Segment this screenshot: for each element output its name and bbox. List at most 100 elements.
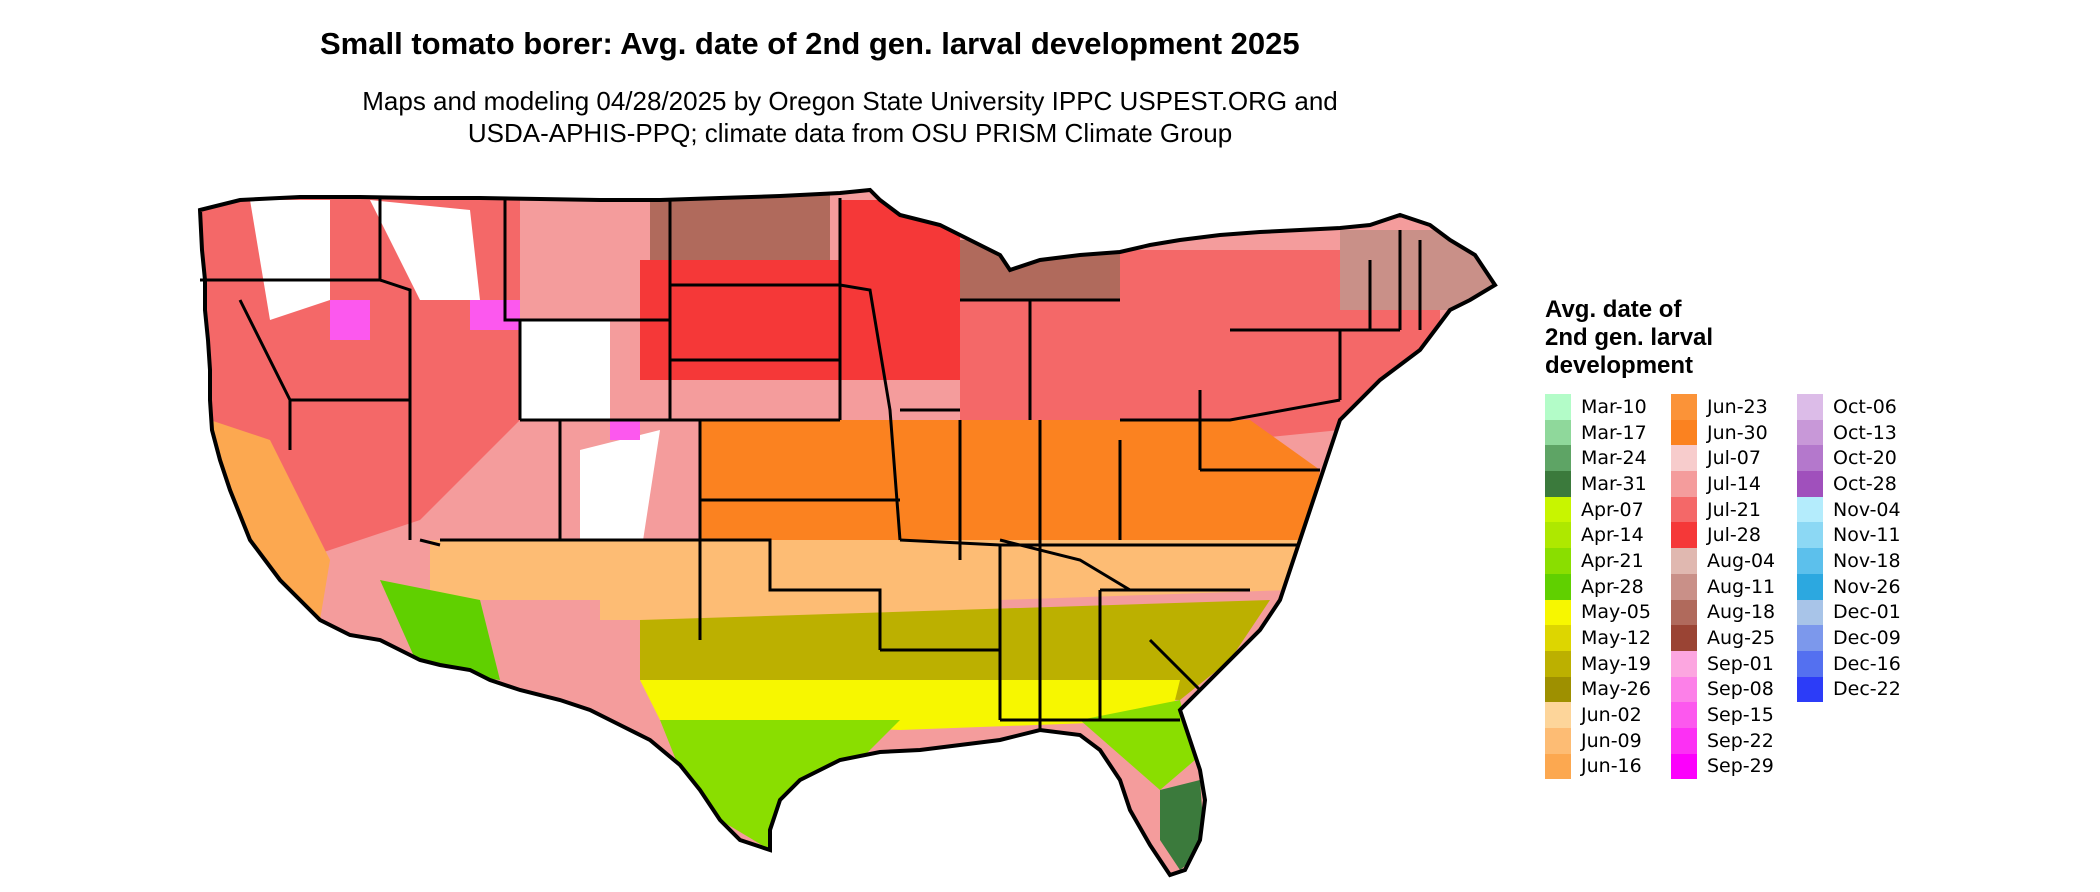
legend-item: Jul-14 bbox=[1671, 471, 1775, 497]
legend-label: Apr-14 bbox=[1581, 524, 1644, 547]
legend-swatch bbox=[1545, 471, 1571, 497]
color-zones bbox=[200, 190, 1495, 875]
legend-label: Dec-16 bbox=[1833, 652, 1901, 675]
legend-item: Nov-18 bbox=[1797, 548, 1901, 574]
legend-label: Aug-11 bbox=[1707, 575, 1776, 598]
legend-item: Jul-28 bbox=[1671, 522, 1775, 549]
legend-label: May-19 bbox=[1581, 652, 1651, 675]
legend-item: Jun-30 bbox=[1671, 419, 1775, 446]
legend-item: Nov-26 bbox=[1797, 573, 1901, 600]
legend-item: Nov-04 bbox=[1797, 496, 1901, 523]
legend-label: Sep-15 bbox=[1707, 704, 1774, 727]
state-border-line bbox=[999, 538, 1131, 592]
legend-item: Apr-07 bbox=[1545, 496, 1651, 523]
zone-gulf-coast bbox=[640, 680, 1180, 730]
legend-item: Oct-06 bbox=[1797, 394, 1901, 420]
legend-title-line3: development bbox=[1545, 352, 1694, 379]
legend-label: Sep-22 bbox=[1707, 729, 1774, 752]
legend-item: Sep-15 bbox=[1671, 702, 1775, 728]
legend: Avg. date of 2nd gen. larval development… bbox=[1545, 296, 2085, 794]
legend-swatch bbox=[1545, 625, 1571, 651]
legend-label: Sep-29 bbox=[1707, 755, 1774, 778]
legend-swatch bbox=[1797, 522, 1823, 549]
legend-swatch bbox=[1671, 727, 1697, 754]
legend-item: Aug-11 bbox=[1671, 573, 1776, 600]
legend-swatch bbox=[1797, 548, 1823, 574]
legend-swatch bbox=[1797, 445, 1823, 472]
legend-swatch bbox=[1671, 702, 1697, 728]
legend-column-2: Jun-23 Jun-30 Jul-07 Jul-14 Jul-21 Jul-28 Aug-… bbox=[1671, 394, 1776, 780]
legend-swatch bbox=[1545, 650, 1571, 677]
legend-label: Jun-30 bbox=[1707, 421, 1768, 444]
legend-swatch bbox=[1797, 676, 1823, 703]
legend-swatch bbox=[1797, 625, 1823, 651]
map-title-text: Small tomato borer: Avg. date of 2nd gen… bbox=[320, 26, 1300, 61]
legend-item: Jun-23 bbox=[1671, 394, 1775, 420]
zone-desert-southwest bbox=[380, 580, 500, 680]
legend-swatch bbox=[1797, 573, 1823, 600]
legend-item: Mar-10 bbox=[1545, 394, 1651, 420]
legend-item: Jul-21 bbox=[1671, 496, 1775, 523]
legend-label: Jul-14 bbox=[1707, 472, 1761, 495]
legend-swatch bbox=[1671, 676, 1697, 703]
zone-mountains-high bbox=[250, 200, 660, 560]
legend-swatch bbox=[1797, 394, 1823, 420]
legend-title-line1: Avg. date of bbox=[1545, 296, 1682, 323]
legend-label: Jun-23 bbox=[1707, 395, 1768, 418]
legend-item: Mar-17 bbox=[1545, 419, 1651, 446]
legend-item: Jul-07 bbox=[1671, 445, 1775, 472]
state-border-line bbox=[839, 283, 902, 541]
legend-label: Dec-22 bbox=[1833, 678, 1901, 701]
legend-swatch bbox=[1545, 599, 1571, 626]
legend-item: Dec-01 bbox=[1797, 599, 1901, 626]
legend-swatch bbox=[1545, 727, 1571, 754]
legend-label: May-12 bbox=[1581, 627, 1651, 650]
legend-label: Jun-16 bbox=[1581, 755, 1642, 778]
legend-title: Avg. date of 2nd gen. larval development bbox=[1545, 296, 1805, 380]
legend-swatch bbox=[1671, 650, 1697, 677]
legend-label: Apr-21 bbox=[1581, 549, 1644, 572]
legend-label: Jun-02 bbox=[1581, 704, 1642, 727]
zone-california-valley bbox=[210, 420, 330, 620]
legend-label: May-26 bbox=[1581, 678, 1651, 701]
legend-swatch bbox=[1545, 676, 1571, 703]
zone-south-texas bbox=[660, 700, 1195, 850]
legend-item: Dec-09 bbox=[1797, 625, 1901, 651]
legend-swatch bbox=[1545, 573, 1571, 600]
legend-item: Dec-22 bbox=[1797, 676, 1901, 703]
legend-item: Dec-16 bbox=[1797, 650, 1901, 677]
legend-swatch bbox=[1545, 419, 1571, 446]
legend-swatch bbox=[1671, 419, 1697, 446]
legend-label: Oct-20 bbox=[1833, 447, 1897, 470]
legend-swatch bbox=[1545, 753, 1571, 780]
legend-label: Mar-31 bbox=[1581, 472, 1647, 495]
legend-swatch bbox=[1671, 599, 1697, 626]
legend-swatch bbox=[1671, 471, 1697, 497]
legend-label: Nov-04 bbox=[1833, 498, 1901, 521]
legend-swatch bbox=[1545, 445, 1571, 472]
state-borders bbox=[198, 188, 1497, 877]
legend-swatch bbox=[1671, 573, 1697, 600]
legend-label: May-05 bbox=[1581, 601, 1651, 624]
legend-item: May-26 bbox=[1545, 676, 1651, 703]
legend-item: Oct-13 bbox=[1797, 419, 1901, 446]
legend-label: Mar-17 bbox=[1581, 421, 1647, 444]
map-subtitle-line1: Maps and modeling 04/28/2025 by Oregon S… bbox=[362, 86, 1338, 116]
map-subtitle-line2: USDA-APHIS-PPQ; climate data from OSU PR… bbox=[467, 118, 1233, 148]
state-border-line bbox=[1120, 398, 1341, 422]
legend-swatch bbox=[1797, 599, 1823, 626]
legend-item: Apr-21 bbox=[1545, 548, 1651, 574]
legend-label: Jul-21 bbox=[1707, 498, 1761, 521]
legend-label: Aug-25 bbox=[1707, 627, 1776, 650]
zone-great-lakes bbox=[650, 195, 1120, 300]
legend-swatch bbox=[1545, 522, 1571, 549]
legend-swatch bbox=[1671, 753, 1697, 780]
legend-label: Jul-07 bbox=[1707, 447, 1761, 470]
legend-label: Aug-18 bbox=[1707, 601, 1776, 624]
legend-label: Apr-28 bbox=[1581, 575, 1644, 598]
legend-label: Dec-01 bbox=[1833, 601, 1901, 624]
state-border-line bbox=[899, 538, 1001, 547]
legend-swatch bbox=[1797, 471, 1823, 497]
legend-item: Oct-28 bbox=[1797, 471, 1901, 497]
legend-swatch bbox=[1545, 702, 1571, 728]
